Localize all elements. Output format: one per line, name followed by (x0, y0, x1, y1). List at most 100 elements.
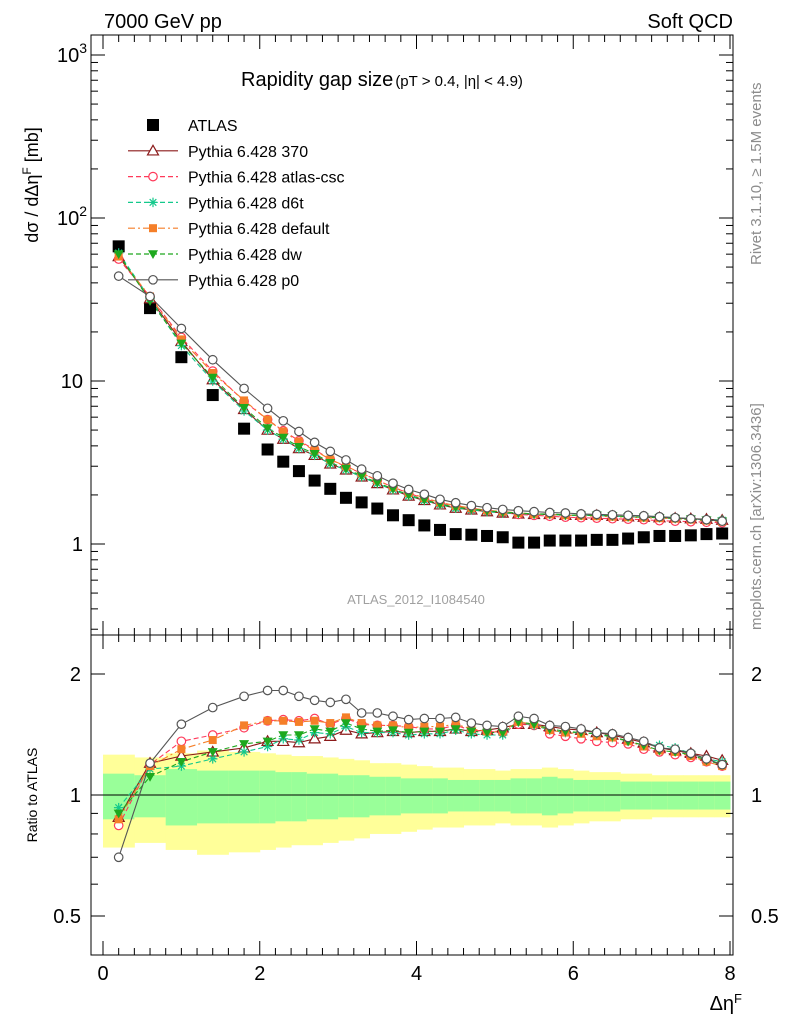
main-point-p0 (638, 510, 649, 521)
ratio-band-inner (322, 773, 339, 820)
ratio-band-inner (400, 778, 417, 814)
ratio-band-inner (416, 778, 433, 814)
mcplots-label: mcplots.cern.ch [arXiv:1306.3436] (748, 403, 765, 630)
main-point-p0 (403, 484, 414, 495)
main-point-ATLAS (637, 531, 650, 544)
ratio-point-p0 (403, 714, 414, 725)
main-point-ATLAS (175, 351, 188, 364)
ratio-point-dw (113, 809, 124, 819)
ratio-point-dw (239, 740, 250, 749)
ratio-band-inner (635, 781, 653, 810)
ratio-point-p0 (309, 695, 320, 706)
ratio-point-p0 (419, 713, 430, 724)
ratio-point-d6t (239, 747, 249, 757)
ratio-point-dw (145, 773, 156, 782)
main-point-p0 (560, 508, 571, 518)
ratio-ylabel: Ratio to ATLAS (24, 748, 40, 843)
ratio-point-default (436, 722, 445, 731)
main-point-ATLAS (575, 534, 588, 547)
ratio-point-dw (497, 728, 508, 738)
main-ytick-label: 102 (57, 203, 87, 230)
ratio-band-inner (306, 773, 323, 820)
main-point-ATLAS (449, 528, 462, 541)
main-point-ATLAS (559, 534, 572, 547)
main-point-ATLAS (590, 533, 603, 546)
ratio-point-p0 (529, 713, 539, 724)
legend-label-d6t: Pythia 6.428 d6t (188, 195, 304, 212)
legend-label-atlas_csc: Pythia 6.428 atlas-csc (188, 170, 345, 187)
ratio-band-inner (228, 770, 261, 824)
ratio-point-default (279, 716, 288, 725)
ratio-ytick-label: 0.5 (53, 906, 81, 928)
ratio-ytick-label-right: 0.5 (751, 906, 779, 928)
ratio-band-inner (353, 775, 370, 818)
main-point-ATLAS (622, 532, 635, 545)
ratio-band-inner (197, 770, 229, 824)
ratio-point-p0 (388, 711, 398, 722)
ratio-ytick-label-right: 1 (751, 785, 762, 807)
main-point-default (177, 335, 186, 344)
ratio-band-inner (479, 779, 496, 812)
main-point-p0 (607, 509, 618, 520)
main-point-dw (239, 404, 250, 413)
ratio-point-p0 (262, 685, 273, 696)
main-point-p0 (591, 509, 602, 520)
main-point-dw (207, 373, 218, 383)
ratio-point-p0 (717, 759, 728, 770)
main-point-p0 (207, 354, 218, 365)
ratio-band-inner (291, 772, 308, 822)
main-point-p0 (294, 426, 304, 437)
ratio-xtick-label: 2 (254, 963, 265, 985)
main-point-ATLAS (669, 529, 682, 542)
ratio-point-p0 (325, 697, 336, 708)
ratio-point-d6t (294, 735, 304, 745)
main-ylabel: dσ / dΔηF [mb] (20, 127, 42, 243)
ratio-point-dw (356, 725, 367, 734)
ratio-band-inner (604, 779, 621, 812)
main-point-p0 (341, 455, 351, 465)
main-point-p0 (701, 514, 712, 525)
main-ytick-label: 103 (57, 40, 87, 67)
ratio-point-p0 (207, 702, 218, 713)
main-point-p0 (623, 510, 633, 521)
main-point-dw (176, 339, 187, 349)
main-line-dw (118, 253, 723, 522)
ratio-point-p0 (576, 724, 586, 734)
rivet-label: Rivet 3.1.10, ≥ 1.5M events (748, 83, 765, 266)
ratio-ytick-label: 2 (70, 664, 81, 686)
main-point-p0 (529, 506, 539, 517)
ratio-point-atlas_csc (176, 736, 187, 747)
main-point-ATLAS (238, 422, 251, 435)
ratio-point-p0 (497, 721, 508, 732)
main-point-ATLAS (292, 465, 305, 478)
main-point-ATLAS (324, 482, 337, 495)
ratio-band-inner (698, 781, 715, 810)
ratio-point-default (357, 719, 366, 728)
plot-title-cuts: (pT > 0.4, |η| < 4.9) (395, 73, 523, 90)
ratio-point-dw (278, 731, 289, 741)
ratio-point-default (263, 716, 272, 725)
main-point-ATLAS (543, 534, 556, 547)
main-point-p0 (435, 494, 445, 505)
ratio-ytick-label-right: 2 (751, 664, 762, 686)
main-point-p0 (654, 511, 665, 522)
ratio-point-dw (403, 728, 414, 738)
ratio-point-p0 (607, 728, 618, 739)
main-point-p0 (356, 464, 367, 474)
ratio-band-inner (526, 778, 543, 814)
ratio-point-p0 (435, 713, 445, 724)
legend-marker-d6t (148, 197, 158, 208)
ratio-band-inner (165, 769, 198, 826)
ratio-xtick-label: 4 (411, 963, 422, 985)
ratio-point-dw (466, 727, 477, 737)
main-point-p0 (262, 403, 273, 414)
ratio-point-p0 (113, 852, 124, 863)
legend: ATLAS Pythia 6.428 370 Pythia 6.428 atlas-… (128, 118, 345, 290)
ratio-point-p0 (513, 711, 524, 722)
ratio-band-inner (667, 781, 684, 810)
ratio-point-default (373, 721, 382, 730)
main-point-ATLAS (434, 523, 447, 536)
ratio-point-p0 (176, 719, 187, 730)
main-point-dw (340, 464, 351, 474)
ratio-xtick-label: 0 (97, 963, 108, 985)
